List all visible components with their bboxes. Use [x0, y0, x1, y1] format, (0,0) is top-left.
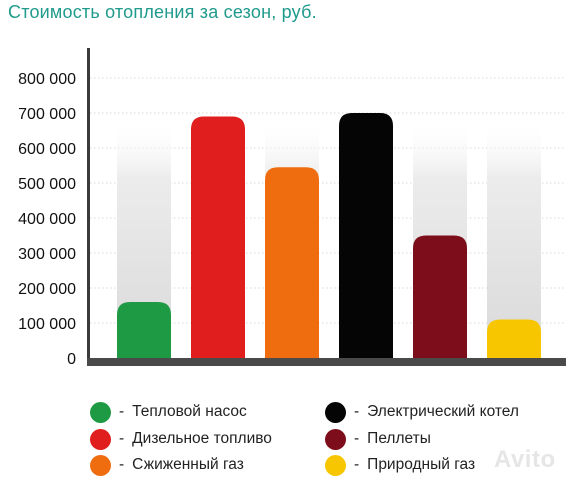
y-axis-line	[87, 48, 90, 361]
legend-separator: -	[354, 403, 360, 420]
y-tick-label: 500 000	[18, 176, 76, 193]
legend-separator: -	[354, 456, 360, 473]
legend-item-lpg: - Сжиженный газ	[90, 453, 244, 477]
bar-background-column	[487, 118, 541, 358]
y-tick-label: 300 000	[18, 246, 76, 263]
y-tick-label: 0	[67, 351, 76, 368]
bar-3	[265, 167, 319, 358]
legend-separator: -	[119, 456, 125, 473]
y-axis-ticks: 0 100 000 200 000 300 000 400 000 500 000 600 …	[18, 71, 76, 368]
bars	[117, 113, 541, 358]
legend-label: Сжиженный газ	[132, 456, 244, 473]
legend-label: Пеллеты	[367, 430, 431, 447]
legend-dot-icon	[325, 428, 346, 450]
y-tick-label: 600 000	[18, 141, 76, 158]
bar-2	[191, 116, 245, 358]
y-tick-label: 200 000	[18, 281, 76, 298]
legend-item-electric-boiler: - Электрический котел	[325, 400, 519, 424]
legend-separator: -	[354, 430, 360, 447]
y-tick-label: 800 000	[18, 71, 76, 88]
legend-dot-icon	[90, 428, 111, 450]
legend-item-natural-gas: - Природный газ	[325, 453, 475, 477]
bar-chart: 0 100 000 200 000 300 000 400 000 500 000 600 …	[18, 48, 566, 368]
legend-label: Тепловой насос	[132, 403, 247, 420]
axes	[87, 48, 566, 366]
legend-dot-icon	[90, 401, 111, 423]
legend-separator: -	[119, 403, 125, 420]
legend-item-heat-pump: - Тепловой насос	[90, 400, 247, 424]
chart-title: Стоимость отопления за сезон, руб.	[8, 2, 317, 22]
legend-label: Дизельное топливо	[132, 430, 272, 447]
legend: - Тепловой насос - Дизельное топливо - С…	[0, 396, 580, 480]
y-tick-label: 700 000	[18, 106, 76, 123]
bar-1	[117, 302, 171, 358]
legend-item-diesel: - Дизельное топливо	[90, 427, 272, 451]
bar-5	[413, 235, 467, 358]
legend-separator: -	[119, 430, 125, 447]
y-tick-label: 100 000	[18, 316, 76, 333]
bar-background-columns	[117, 118, 541, 358]
bar-4	[339, 113, 393, 358]
watermark-logo: Avito	[494, 446, 556, 473]
legend-item-pellets: - Пеллеты	[325, 427, 431, 451]
grid-lines	[90, 77, 566, 324]
legend-dot-icon	[325, 454, 346, 476]
legend-dot-icon	[90, 454, 111, 476]
legend-label: Электрический котел	[367, 403, 519, 420]
bar-6	[487, 319, 541, 358]
legend-label: Природный газ	[367, 456, 476, 473]
y-tick-label: 400 000	[18, 211, 76, 228]
x-axis-baseline	[87, 358, 566, 366]
legend-dot-icon	[325, 401, 346, 423]
